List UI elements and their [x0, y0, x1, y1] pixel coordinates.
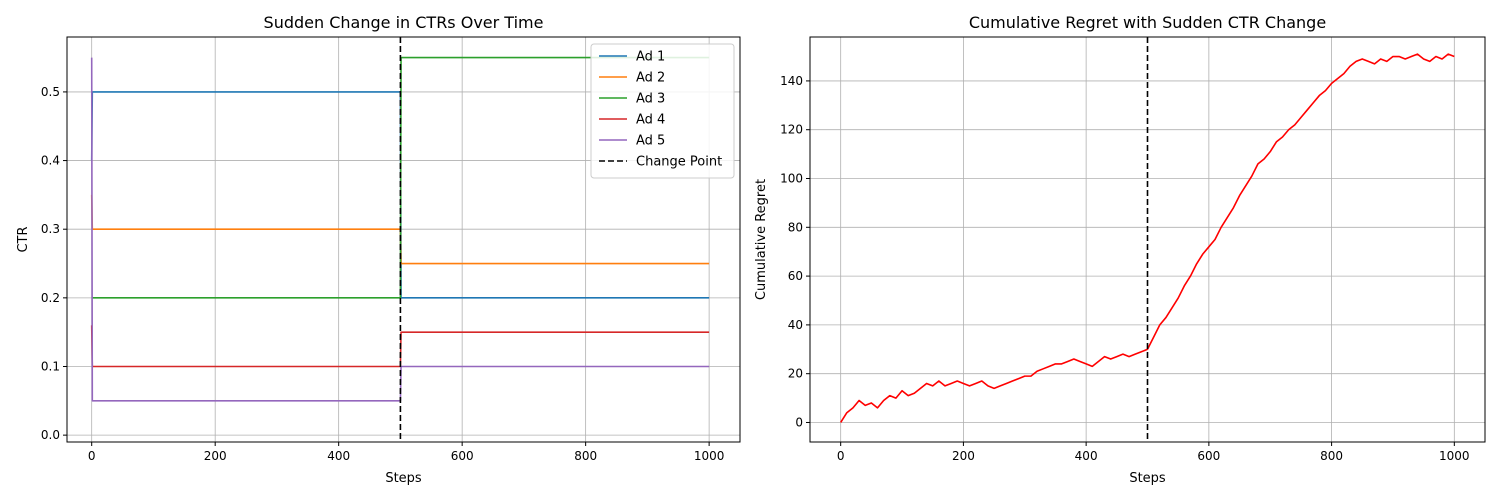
y-tick-label: 0	[795, 415, 803, 429]
ctr-chart: 0 200 400 600 800 1000 0.0 0.1 0.2 0.3 0.4 0.5 Sudde…	[16, 13, 741, 486]
y-tick-label: 40	[788, 318, 803, 332]
x-tick-label: 400	[1075, 449, 1098, 463]
legend-label: Ad 5	[636, 134, 665, 149]
x-tick-label: 800	[1320, 449, 1343, 463]
chart-title: Sudden Change in CTRs Over Time	[264, 13, 544, 32]
y-tick-label: 100	[780, 172, 803, 186]
x-tick-label: 600	[1197, 449, 1220, 463]
y-tick-label: 0.2	[41, 291, 60, 305]
x-tick-label: 0	[837, 449, 845, 463]
y-tick-label: 0.3	[41, 222, 60, 236]
chart-title: Cumulative Regret with Sudden CTR Change	[969, 13, 1326, 32]
legend-label: Ad 1	[636, 50, 665, 65]
series-line	[840, 53, 1455, 423]
x-tick-label: 200	[204, 449, 227, 463]
legend-label: Ad 3	[636, 92, 665, 107]
y-tick-label: 140	[780, 74, 803, 88]
regret-chart: 0 200 400 600 800 1000 0 20 40 60 80 100 120 140 Cumul…	[754, 13, 1486, 486]
x-axis-label: Steps	[385, 471, 422, 486]
axes-frame	[809, 36, 1486, 443]
x-tick-label: 400	[327, 449, 350, 463]
x-axis-label: Steps	[1129, 471, 1166, 486]
y-tick-label: 0.5	[41, 85, 60, 99]
y-tick-label: 0.0	[41, 428, 60, 442]
plot-area	[90, 37, 710, 442]
axes-frame	[66, 36, 741, 443]
x-tick-label: 800	[574, 449, 597, 463]
y-tick-label: 0.1	[41, 359, 60, 373]
y-tick-label: 80	[788, 220, 803, 234]
y-axis-label: Cumulative Regret	[754, 179, 769, 300]
legend-label: Ad 4	[636, 113, 665, 128]
y-axis-label: CTR	[16, 226, 31, 252]
y-tick-label: 120	[780, 123, 803, 137]
x-tick-label: 0	[88, 449, 96, 463]
plot-area	[840, 37, 1455, 442]
legend-label: Change Point	[636, 155, 722, 170]
x-tick-label: 1000	[694, 449, 725, 463]
legend: Ad 1 Ad 2 Ad 3 Ad 4 Ad 5 Change Point	[590, 43, 735, 179]
x-tick-label: 200	[952, 449, 975, 463]
y-tick-label: 60	[788, 269, 803, 283]
y-tick-label: 20	[788, 367, 803, 381]
x-tick-label: 600	[451, 449, 474, 463]
x-tick-label: 1000	[1439, 449, 1470, 463]
legend-label: Ad 2	[636, 71, 665, 86]
y-tick-label: 0.4	[41, 154, 60, 168]
